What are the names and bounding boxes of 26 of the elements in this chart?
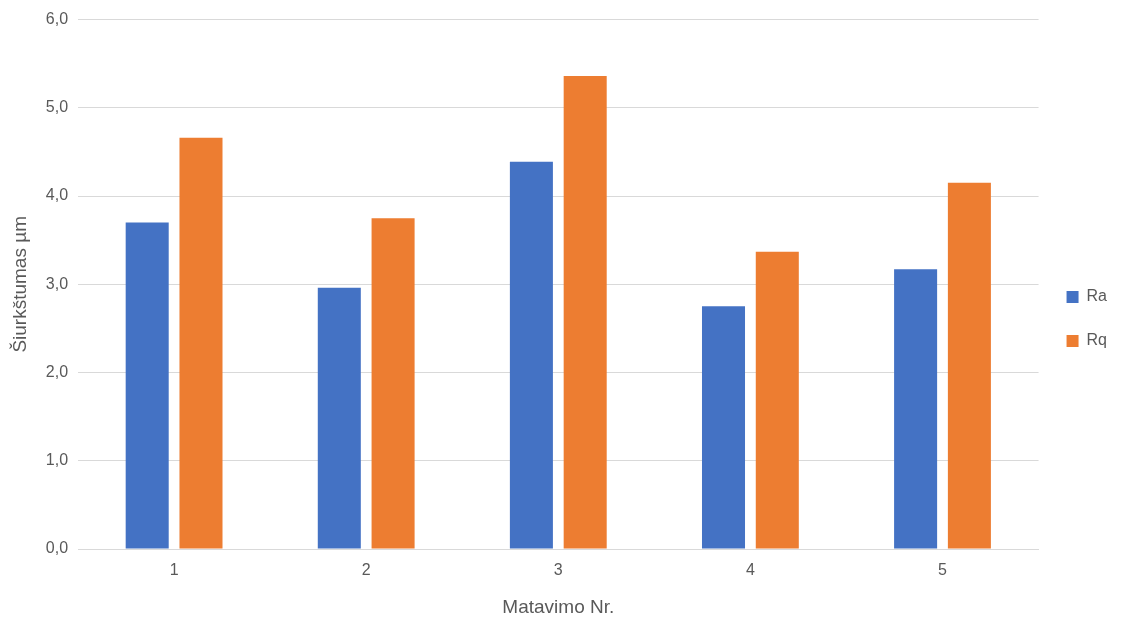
bar xyxy=(371,218,415,549)
bar xyxy=(125,222,169,549)
x-tick-label: 1 xyxy=(169,561,179,579)
bar xyxy=(701,306,746,549)
y-tick-label: 6,0 xyxy=(45,10,69,28)
bar xyxy=(317,287,361,549)
x-tick-label: 5 xyxy=(938,561,948,579)
y-tick-label: 0,0 xyxy=(45,539,69,557)
y-tick-label: 4,0 xyxy=(45,186,69,204)
x-tick-label: 4 xyxy=(745,561,755,579)
y-tick-label: 3,0 xyxy=(45,274,69,292)
x-tick-label: 2 xyxy=(361,561,371,579)
x-axis-title: Matavimo Nr. xyxy=(502,595,615,617)
x-tick-label: 3 xyxy=(553,561,563,579)
bar xyxy=(947,182,991,549)
y-tick-label: 2,0 xyxy=(45,362,69,380)
bar xyxy=(563,76,607,549)
legend-label: Rq xyxy=(1086,331,1107,349)
bar xyxy=(509,161,553,549)
bar xyxy=(894,269,938,549)
y-axis-title: Šiurkštumas µm xyxy=(8,216,30,353)
y-tick-label: 5,0 xyxy=(45,98,69,116)
y-tick-label: 1,0 xyxy=(45,451,69,469)
bar xyxy=(755,251,799,549)
bar xyxy=(179,137,223,549)
legend-label: Ra xyxy=(1086,287,1108,305)
